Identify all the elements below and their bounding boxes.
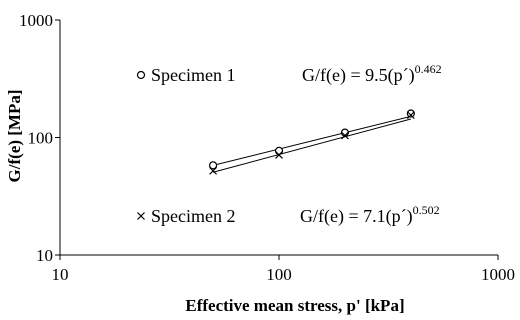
- y-tick-label: 100: [28, 129, 54, 148]
- x-axis-title: Effective mean stress, p' [kPa]: [185, 296, 404, 315]
- legend-marker-x: [137, 212, 145, 220]
- point-series-2: [341, 131, 349, 140]
- legend-marker-circle: [136, 70, 146, 80]
- point-series-2: [406, 111, 415, 120]
- fit-line-series-2: [212, 118, 411, 173]
- equation-2-exponent: 0.502: [413, 203, 440, 217]
- point-series-2: [209, 166, 217, 175]
- legend-label-specimen-1: Specimen 1: [151, 65, 235, 85]
- fit-line-series-1: [212, 115, 411, 166]
- x-tick-label: 1000: [481, 265, 515, 284]
- data-points: [208, 109, 415, 175]
- x-tick-label: 10: [52, 265, 69, 284]
- fit-lines: [212, 115, 411, 173]
- equation-specimen-1: G/f(e) = 9.5(p´)0.462: [302, 62, 442, 86]
- axes: [59, 20, 498, 256]
- equation-specimen-2: G/f(e) = 7.1(p´)0.502: [300, 203, 440, 227]
- legend-specimen-1: Specimen 1: [136, 65, 235, 85]
- equation-2-main: G/f(e) = 7.1(p´): [300, 206, 413, 227]
- equation-1-exponent: 0.462: [415, 62, 442, 76]
- legend-label-specimen-2: Specimen 2: [151, 206, 235, 226]
- x-tick-label: 100: [266, 265, 292, 284]
- point-series-1: [208, 161, 218, 170]
- y-tick-label: 1000: [19, 11, 53, 30]
- axis-ticks: 10 100 1000 10 100 1000: [19, 11, 515, 284]
- legend-specimen-2: Specimen 2: [137, 206, 235, 226]
- equation-1-main: G/f(e) = 9.5(p´): [302, 65, 415, 86]
- y-tick-label: 10: [36, 246, 53, 265]
- point-series-1: [406, 109, 415, 118]
- y-axis-title: G/f(e) [MPa]: [5, 90, 24, 183]
- point-series-2: [275, 151, 283, 159]
